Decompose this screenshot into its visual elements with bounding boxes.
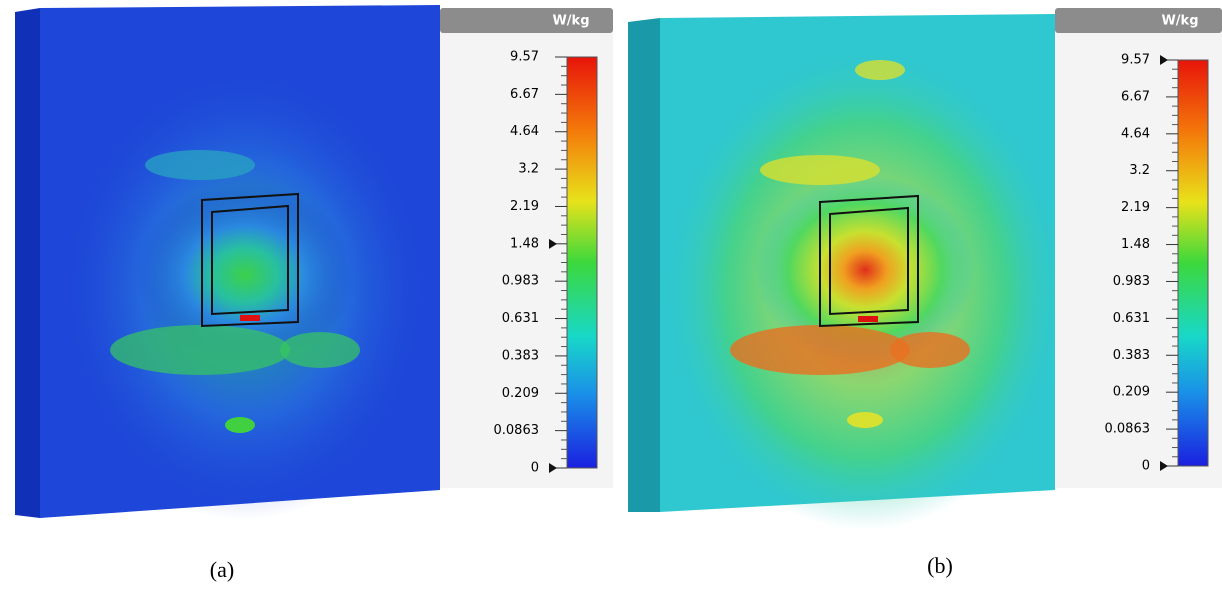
marker-arrow: [549, 463, 557, 473]
tick-label: 0.209: [502, 386, 539, 401]
tick-label: 0.983: [502, 274, 539, 289]
tick-label: 1.48: [1121, 237, 1150, 252]
tick-label: 0.0863: [1105, 422, 1151, 437]
tick-label: 0.0863: [494, 423, 540, 438]
tick-label: 0.383: [502, 348, 539, 363]
caption: (a): [210, 557, 234, 582]
tick-label: 9.57: [1121, 53, 1150, 68]
tick-label: 0.631: [502, 311, 539, 326]
colorbar-panel: W/kg 9.57 6.67 4.64 3.2 2.19 1.48 0.983 0.631 0.3…: [927, 8, 1222, 578]
marker-arrow: [1160, 461, 1168, 471]
heatmap-b: [628, 14, 1065, 530]
legend-header: [1055, 8, 1222, 33]
colorbar: [1177, 59, 1209, 467]
unit-label: W/kg: [552, 14, 589, 29]
heatmap-a: [15, 5, 440, 520]
marker-arrow: [549, 238, 557, 249]
tick-label: 0: [1142, 459, 1150, 474]
colorbar: [566, 56, 598, 469]
caption: (b): [927, 553, 953, 578]
colorbar-panel: W/kg 9.57 6.67 4.64 3.2 2.19 1.48 0.983 0.631 0.3…: [210, 8, 613, 582]
tick-label: 4.64: [510, 124, 539, 139]
unit-label: W/kg: [1161, 14, 1198, 29]
tick-label: 6.67: [1121, 89, 1150, 104]
tick-label: 0: [531, 461, 539, 476]
tick-label: 0.631: [1113, 311, 1150, 326]
tick-label: 9.57: [510, 50, 539, 65]
tick-label: 0.209: [1113, 385, 1150, 400]
tick-label: 2.19: [1121, 200, 1150, 215]
tick-label: 4.64: [1121, 126, 1150, 141]
tick-label: 1.48: [510, 236, 539, 251]
tick-label: 0.383: [1113, 348, 1150, 363]
tick-label: 3.2: [518, 162, 539, 177]
tick-label: 6.67: [510, 87, 539, 102]
tick-label: 3.2: [1129, 163, 1150, 178]
legend-header: [440, 8, 613, 33]
tick-label: 2.19: [510, 199, 539, 214]
tick-label: 0.983: [1113, 274, 1150, 289]
marker-arrow: [1160, 55, 1168, 65]
